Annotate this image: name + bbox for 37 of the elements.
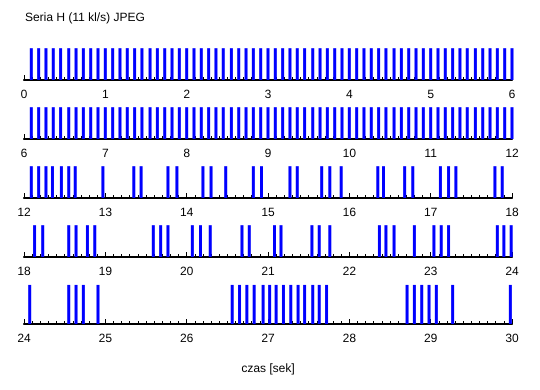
x-tick-label: 18 xyxy=(17,264,31,278)
x-tick-label: 11 xyxy=(424,146,438,160)
x-tick-label: 8 xyxy=(183,146,190,160)
x-tick-label: 1 xyxy=(102,87,109,101)
x-tick-label: 15 xyxy=(261,205,275,219)
x-tick-label: 28 xyxy=(342,331,356,345)
x-tick-label: 10 xyxy=(342,146,356,160)
x-tick-label: 6 xyxy=(508,87,516,101)
x-tick-label: 22 xyxy=(342,264,356,278)
x-tick-label: 29 xyxy=(424,331,438,345)
x-tick-label: 19 xyxy=(98,264,112,278)
x-tick-label: 24 xyxy=(17,331,31,345)
x-tick-label: 17 xyxy=(424,205,438,219)
x-tick-label: 16 xyxy=(342,205,356,219)
x-tick-label: 4 xyxy=(346,87,353,101)
x-tick-label: 25 xyxy=(98,331,112,345)
x-tick-label: 26 xyxy=(180,331,194,345)
x-tick-label: 18 xyxy=(505,205,519,219)
x-tick-label: 21 xyxy=(261,264,275,278)
x-tick-label: 20 xyxy=(180,264,194,278)
x-tick-label: 9 xyxy=(264,146,272,160)
x-tick-label: 13 xyxy=(98,205,112,219)
x-tick-label: 12 xyxy=(17,205,31,219)
x-axis-title: czas [sek] xyxy=(241,361,295,375)
x-tick-label: 30 xyxy=(505,331,519,345)
x-tick-label: 12 xyxy=(505,146,519,160)
x-tick-label: 0 xyxy=(20,87,28,101)
x-tick-label: 5 xyxy=(427,87,434,101)
chart-title: Seria H (11 kl/s) JPEG xyxy=(25,10,145,24)
x-tick-label: 3 xyxy=(264,87,272,101)
x-tick-label: 6 xyxy=(20,146,28,160)
x-tick-label: 27 xyxy=(261,331,275,345)
x-tick-label: 14 xyxy=(180,205,194,219)
x-tick-label: 24 xyxy=(505,264,519,278)
x-tick-label: 7 xyxy=(102,146,109,160)
x-tick-label: 23 xyxy=(424,264,438,278)
x-tick-label: 2 xyxy=(183,87,190,101)
